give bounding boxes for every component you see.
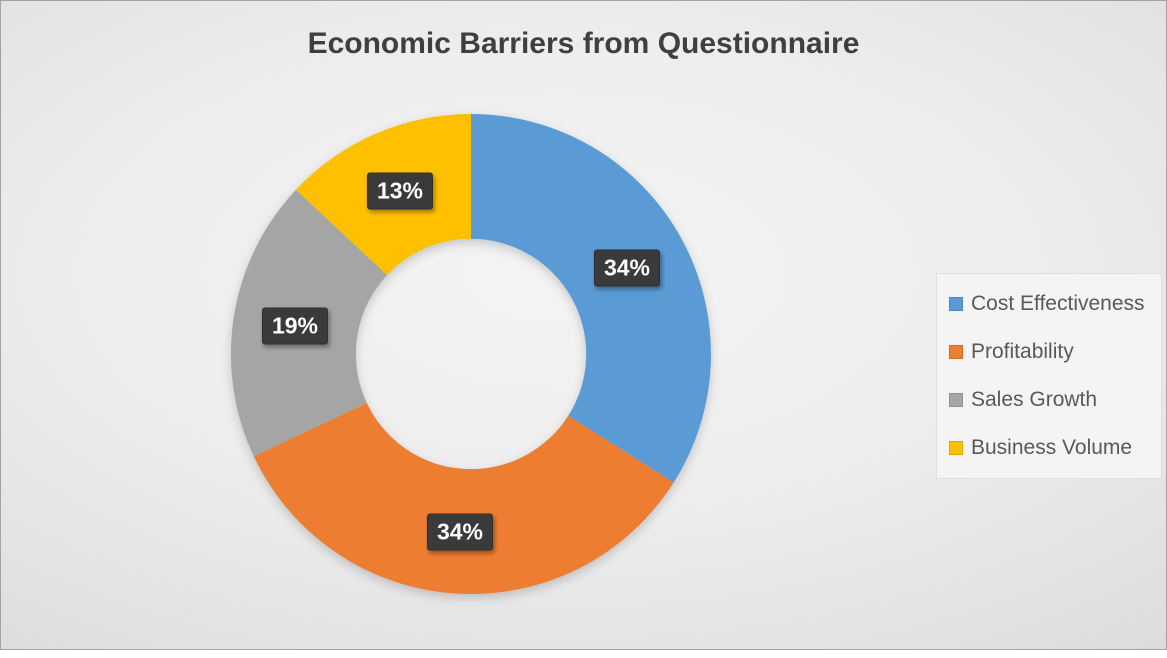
legend-item-sales-growth[interactable]: Sales Growth <box>949 388 1161 412</box>
slice-label-sales-growth: 19% <box>261 307 329 345</box>
legend-swatch-icon <box>949 345 963 359</box>
legend-item-business-volume[interactable]: Business Volume <box>949 436 1161 460</box>
slice-label-business-volume: 13% <box>366 172 434 210</box>
legend: Cost Effectiveness Profitability Sales Gro… <box>936 273 1162 479</box>
legend-label: Sales Growth <box>971 388 1098 411</box>
slice-label-profitability: 34% <box>426 513 494 551</box>
legend-swatch-icon <box>949 297 963 311</box>
chart-title: Economic Barriers from Questionnaire <box>307 27 860 60</box>
slice-label-cost-effectiveness: 34% <box>593 249 661 287</box>
legend-item-cost-effectiveness[interactable]: Cost Effectiveness <box>949 292 1161 316</box>
legend-swatch-icon <box>949 441 963 455</box>
pie-slice-profitability[interactable] <box>253 403 674 595</box>
legend-label: Business Volume <box>971 436 1133 459</box>
pie-slice-cost-effectiveness[interactable] <box>471 114 711 483</box>
legend-label: Profitability <box>971 340 1074 363</box>
legend-label: Cost Effectiveness <box>971 292 1145 315</box>
legend-item-profitability[interactable]: Profitability <box>949 340 1161 364</box>
legend-swatch-icon <box>949 393 963 407</box>
